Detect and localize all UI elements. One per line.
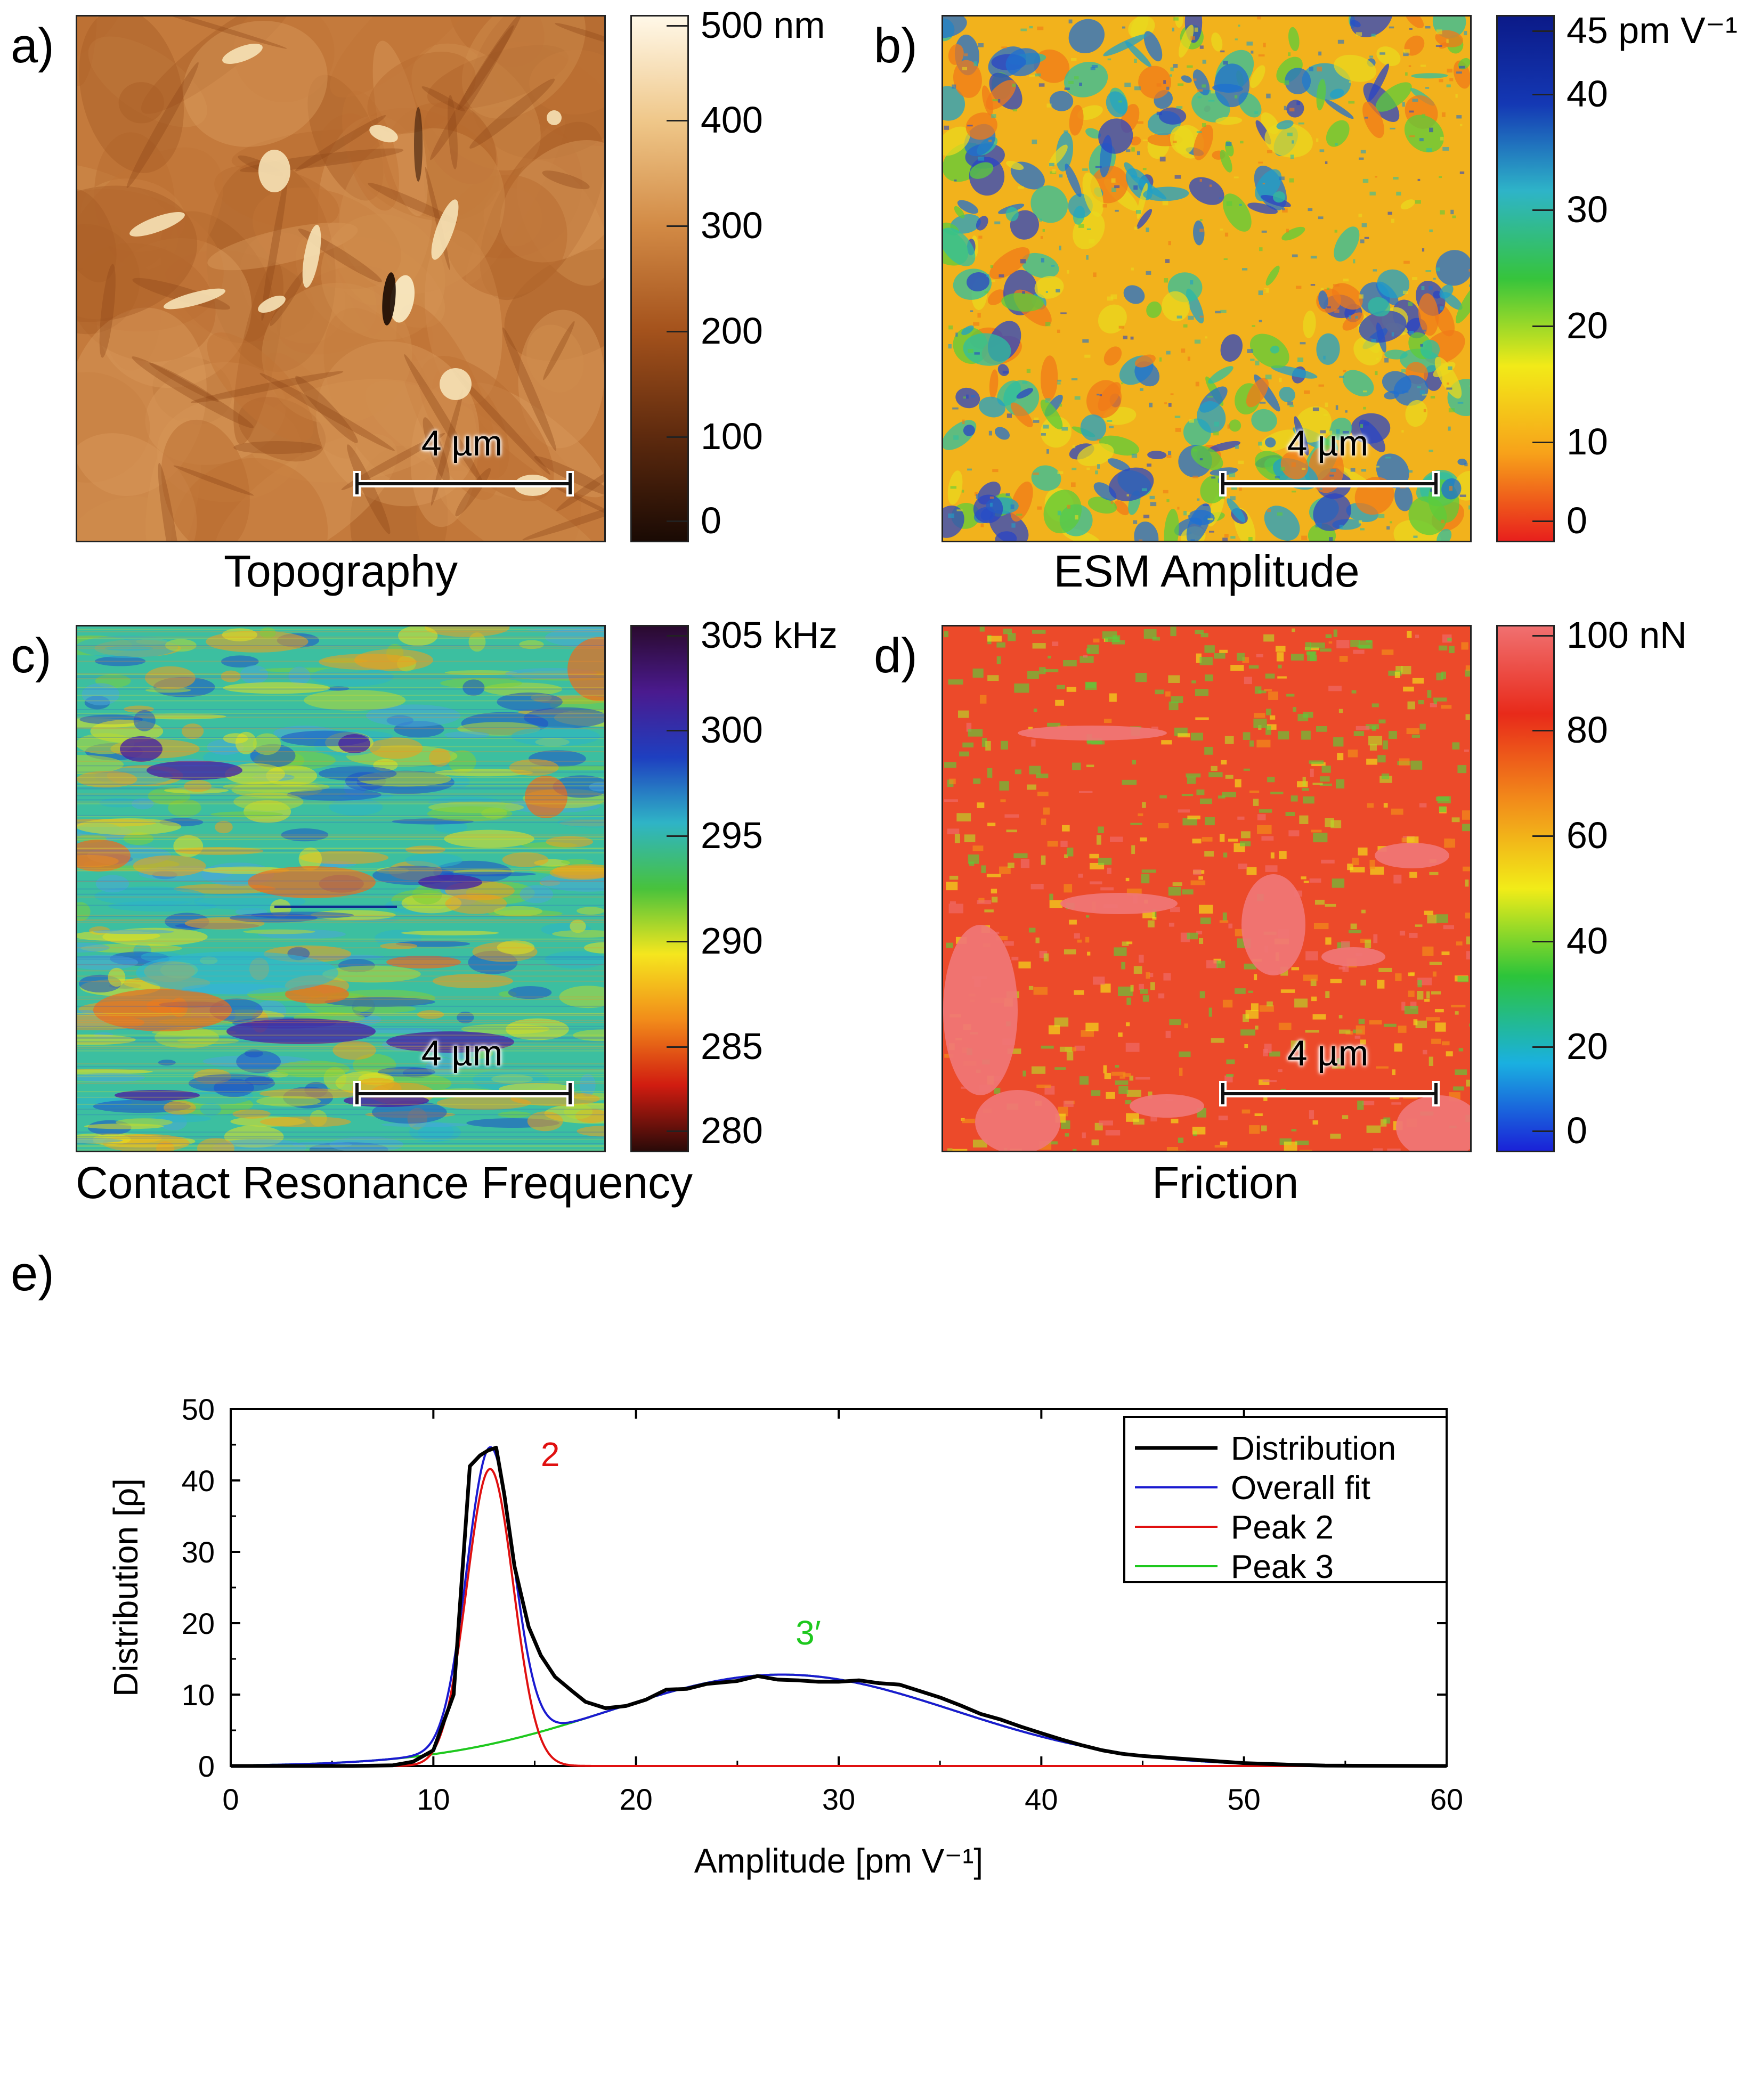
colorbar-label-b: 45 pm V⁻¹ [1567, 9, 1738, 51]
caption-friction: Friction [1152, 1158, 1299, 1208]
colorbar-tick-c [667, 634, 689, 637]
caption-contact-resonance: Contact Resonance Frequency [76, 1158, 693, 1208]
colorbar-label-d: 60 [1567, 815, 1608, 856]
panel-letter-a: a) [11, 19, 54, 73]
legend-box [1123, 1416, 1448, 1583]
colorbar-label-a: 400 [701, 99, 763, 141]
panel-letter-c: c) [11, 629, 52, 683]
colorbar-label-b: 10 [1567, 420, 1608, 462]
colorbar-label-a: 100 [701, 416, 763, 457]
colorbar-label-b: 40 [1567, 72, 1608, 115]
y-tick-label: 30 [182, 1535, 215, 1569]
colorbar-label-d: 0 [1567, 1110, 1587, 1152]
peak-3-annotation: 3′ [796, 1614, 821, 1652]
colorbar-tick-a [667, 25, 689, 27]
colorbar-tick-c [667, 1046, 689, 1048]
y-tick-label: 40 [182, 1464, 215, 1497]
colorbar-label-a: 300 [701, 205, 763, 246]
colorbar-tick-d [1532, 1046, 1555, 1048]
colorbar-label-b: 0 [1567, 500, 1587, 542]
colorbar-tick-b [1532, 325, 1555, 328]
esm-amplitude-colorbar [1496, 15, 1555, 542]
colorbar-tick-c [667, 730, 689, 731]
colorbar-tick-b [1532, 30, 1555, 32]
colorbar-label-a: 200 [701, 310, 763, 352]
x-tick-label: 10 [417, 1782, 450, 1816]
y-axis-label: Distribution [ρ] [107, 1478, 145, 1697]
colorbar-tick-a [667, 331, 689, 332]
panel-letter-d: d) [874, 629, 918, 683]
legend-label: Peak 2 [1231, 1509, 1334, 1546]
distribution-chart: 0 10 20 30 40 50 60 0 10 20 30 40 50 Amplitude [pm V⁻… [107, 1393, 1463, 1880]
y-tick-label: 0 [198, 1749, 215, 1783]
series-distribution [231, 1445, 1447, 1768]
scale-bar-label: 4 µm [421, 1033, 503, 1073]
colorbar-tick-d [1532, 634, 1555, 637]
contact-resonance-colorbar [630, 625, 689, 1152]
colorbar-tick-b [1532, 93, 1555, 95]
legend-label: Peak 3 [1231, 1549, 1334, 1585]
scale-bar [1219, 471, 1440, 496]
friction-map [942, 625, 1472, 1152]
scale-bar-label: 4 µm [1287, 423, 1369, 463]
colorbar-label-d: 40 [1567, 920, 1608, 962]
colorbar-tick-d [1532, 941, 1555, 942]
scale-bar-label: 4 µm [1287, 1033, 1369, 1073]
colorbar-label-a: 0 [701, 500, 721, 542]
colorbar-label-c: 280 [701, 1110, 763, 1152]
y-tick-label: 50 [182, 1393, 215, 1426]
contact-resonance-map [76, 625, 606, 1152]
topography-map [76, 15, 606, 542]
series-peak-3 [231, 1673, 1329, 1767]
colorbar-tick-c [667, 941, 689, 942]
colorbar-label-c: 295 [701, 815, 763, 856]
peak-2-annotation: 2 [541, 1435, 560, 1474]
colorbar-tick-d [1532, 835, 1555, 837]
legend-label: Overall fit [1231, 1470, 1370, 1507]
colorbar-tick-d [1532, 730, 1555, 731]
scale-bar [1219, 1081, 1440, 1106]
legend-label: Distribution [1231, 1430, 1396, 1467]
colorbar-label-d: 20 [1567, 1025, 1608, 1067]
y-tick-label: 20 [182, 1607, 215, 1640]
x-tick-label: 0 [222, 1782, 239, 1816]
scale-bar-label: 4 µm [421, 423, 503, 463]
x-axis-label: Amplitude [pm V⁻¹] [694, 1842, 983, 1880]
colorbar-tick-d [1532, 1130, 1555, 1133]
colorbar-tick-a [667, 225, 689, 227]
colorbar-label-c: 285 [701, 1025, 763, 1067]
esm-amplitude-map [942, 15, 1472, 542]
x-tick-label: 60 [1430, 1782, 1463, 1816]
colorbar-label-a: 500 nm [701, 4, 825, 46]
x-tick-label: 50 [1228, 1782, 1261, 1816]
colorbar-label-c: 305 kHz [701, 614, 838, 656]
scale-bar [353, 471, 574, 496]
caption-topography: Topography [224, 546, 458, 596]
panel-letter-b: b) [874, 19, 918, 73]
colorbar-tick-a [667, 120, 689, 121]
colorbar-tick-c [667, 835, 689, 837]
colorbar-label-c: 290 [701, 920, 763, 962]
friction-colorbar [1496, 625, 1555, 1152]
colorbar-tick-b [1532, 441, 1555, 443]
colorbar-tick-c [667, 1130, 689, 1133]
colorbar-label-d: 80 [1567, 709, 1608, 751]
scale-bar [353, 1081, 574, 1106]
colorbar-tick-a [667, 436, 689, 438]
panel-letter-e: e) [11, 1247, 54, 1301]
colorbar-tick-b [1532, 209, 1555, 211]
x-tick-label: 20 [620, 1782, 653, 1816]
colorbar-label-b: 20 [1567, 305, 1608, 347]
y-tick-label: 10 [182, 1678, 215, 1712]
x-tick-label: 40 [1025, 1782, 1058, 1816]
colorbar-label-c: 300 [701, 709, 763, 751]
colorbar-tick-a [667, 520, 689, 523]
topography-colorbar [630, 15, 689, 542]
colorbar-tick-b [1532, 520, 1555, 523]
colorbar-label-b: 30 [1567, 189, 1608, 231]
x-tick-label: 30 [822, 1782, 855, 1816]
colorbar-label-d: 100 nN [1567, 614, 1687, 656]
caption-esm-amplitude: ESM Amplitude [1053, 546, 1360, 596]
